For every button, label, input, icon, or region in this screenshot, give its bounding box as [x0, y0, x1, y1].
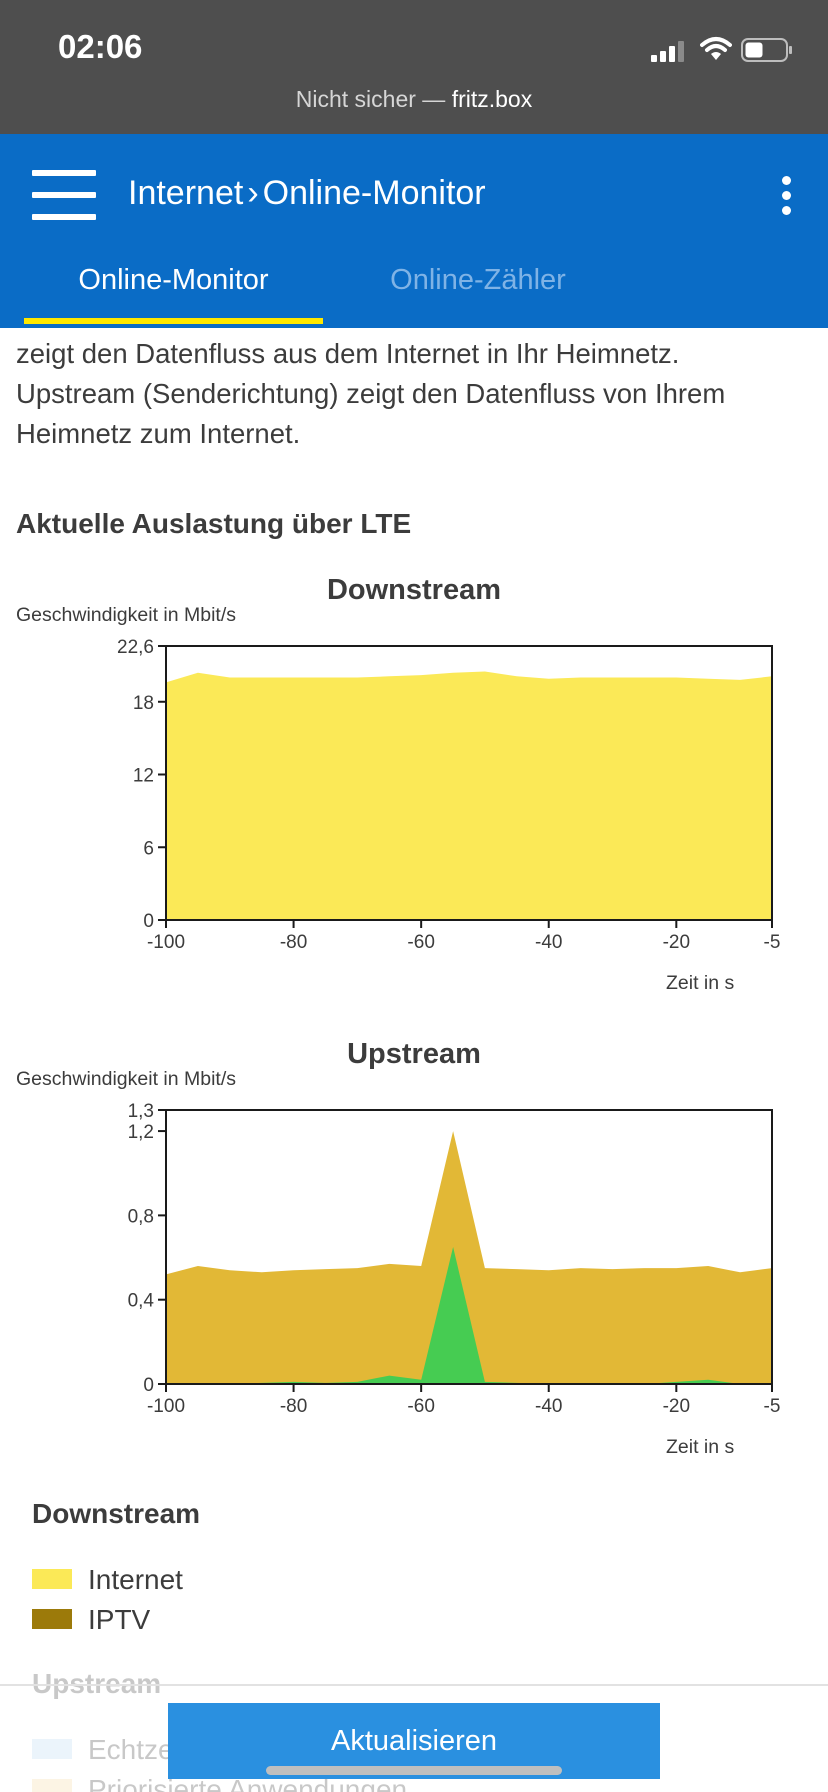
status-bar: 02:06 Nicht sicher — fritz.box [0, 0, 828, 134]
downstream-y-tick-label: 18 [133, 693, 154, 714]
tab-online-zaehler[interactable]: Online-Zähler [340, 252, 616, 328]
legend-swatch [32, 1779, 72, 1792]
upstream-chart: 0 0,4 0,8 1,21,3 -100 -80 -60 -40 -20 -5 [128, 1101, 781, 1414]
downstream-chart-title: Downstream [326, 574, 502, 606]
battery-icon [741, 38, 792, 62]
legend-swatch [32, 1569, 72, 1589]
intro-text: zeigt den Datenfluss aus dem Internet in… [16, 334, 816, 454]
downstream-x-tick-label: -40 [535, 932, 562, 950]
downstream-x-axis-label: Zeit in s [666, 972, 735, 994]
upstream-y-tick-label: 1,2 [128, 1122, 154, 1143]
upstream-y-tick-label: 0,8 [128, 1206, 154, 1227]
clock: 02:06 [58, 28, 143, 65]
upstream-x-tick-label: -5 [764, 1396, 781, 1414]
wifi-icon [700, 37, 732, 60]
kebab-icon[interactable] [776, 176, 800, 216]
app-header: Internet › Online-Monitor Online-Monitor O… [0, 134, 828, 328]
intro-line: Heimnetz zum Internet. [16, 418, 301, 449]
downstream-y-axis-label: Geschwindigkeit in Mbit/s [16, 604, 237, 626]
upstream-x-tick-label: -100 [147, 1396, 185, 1414]
home-indicator [266, 1766, 562, 1775]
upstream-x-axis-label: Zeit in s [666, 1436, 735, 1458]
downstream-x-tick-label: -20 [663, 932, 690, 950]
downstream-y-tick-label: 12 [133, 766, 154, 787]
breadcrumb-separator: › [247, 174, 259, 212]
legend-label: Internet [88, 1564, 183, 1595]
upstream-y-axis-label: Geschwindigkeit in Mbit/s [16, 1068, 237, 1090]
breadcrumb: Internet › Online-Monitor [128, 174, 486, 213]
upstream-x-tick-label: -20 [663, 1396, 690, 1414]
downstream-x-tick-label: -5 [764, 932, 781, 950]
upstream-y-tick-label: 0 [143, 1375, 154, 1396]
upstream-x-tick-label: -40 [535, 1396, 562, 1414]
footer-divider [0, 1684, 828, 1686]
tab-label: Online-Monitor [78, 264, 269, 296]
upstream-y-tick-label: 0,4 [128, 1291, 155, 1312]
downstream-x-tick-label: -100 [147, 932, 185, 950]
intro-line: zeigt den Datenfluss aus dem Internet in… [16, 338, 680, 369]
legend-upstream-title: Upstream [32, 1668, 162, 1699]
upstream-series-1-area [166, 1247, 772, 1384]
downstream-y-tick-label: 0 [143, 911, 154, 932]
upstream-plot-frame [165, 1109, 773, 1385]
upstream-chart-title: Upstream [347, 1038, 481, 1070]
downstream-series-0-area [166, 671, 772, 920]
section-title: Aktuelle Auslastung über LTE [16, 508, 412, 539]
tab-online-monitor[interactable]: Online-Monitor [24, 252, 323, 328]
url-prefix: Nicht sicher — [295, 86, 452, 112]
downstream-x-tick-label: -60 [407, 932, 434, 950]
url-bar[interactable]: Nicht sicher — fritz.box [0, 86, 828, 113]
breadcrumb-current: Online-Monitor [262, 174, 486, 212]
upstream-x-tick-label: -60 [407, 1396, 434, 1414]
downstream-plot-frame [165, 645, 773, 921]
legend-swatch [32, 1609, 72, 1629]
upstream-x-tick-label: -80 [280, 1396, 307, 1414]
signal-icon [651, 41, 684, 62]
tab-label: Online-Zähler [390, 264, 566, 296]
legend-label: IPTV [88, 1604, 151, 1635]
url-host: fritz.box [451, 86, 533, 112]
upstream-y-tick-label: 1,3 [128, 1101, 154, 1122]
intro-line: Upstream (Senderichtung) zeigt den Daten… [16, 378, 726, 409]
upstream-series-0-area [166, 1131, 772, 1384]
downstream-y-tick-label: 22,6 [117, 637, 154, 658]
legend-downstream-title: Downstream [32, 1498, 201, 1529]
downstream-x-tick-label: -80 [280, 932, 307, 950]
downstream-chart: 0 6 12 18 22,6 -100 -80 -60 -40 -20 -5 [117, 637, 781, 950]
menu-icon[interactable] [32, 170, 96, 220]
downstream-y-tick-label: 6 [143, 838, 154, 859]
breadcrumb-parent[interactable]: Internet [128, 174, 244, 212]
legend-swatch [32, 1739, 72, 1759]
